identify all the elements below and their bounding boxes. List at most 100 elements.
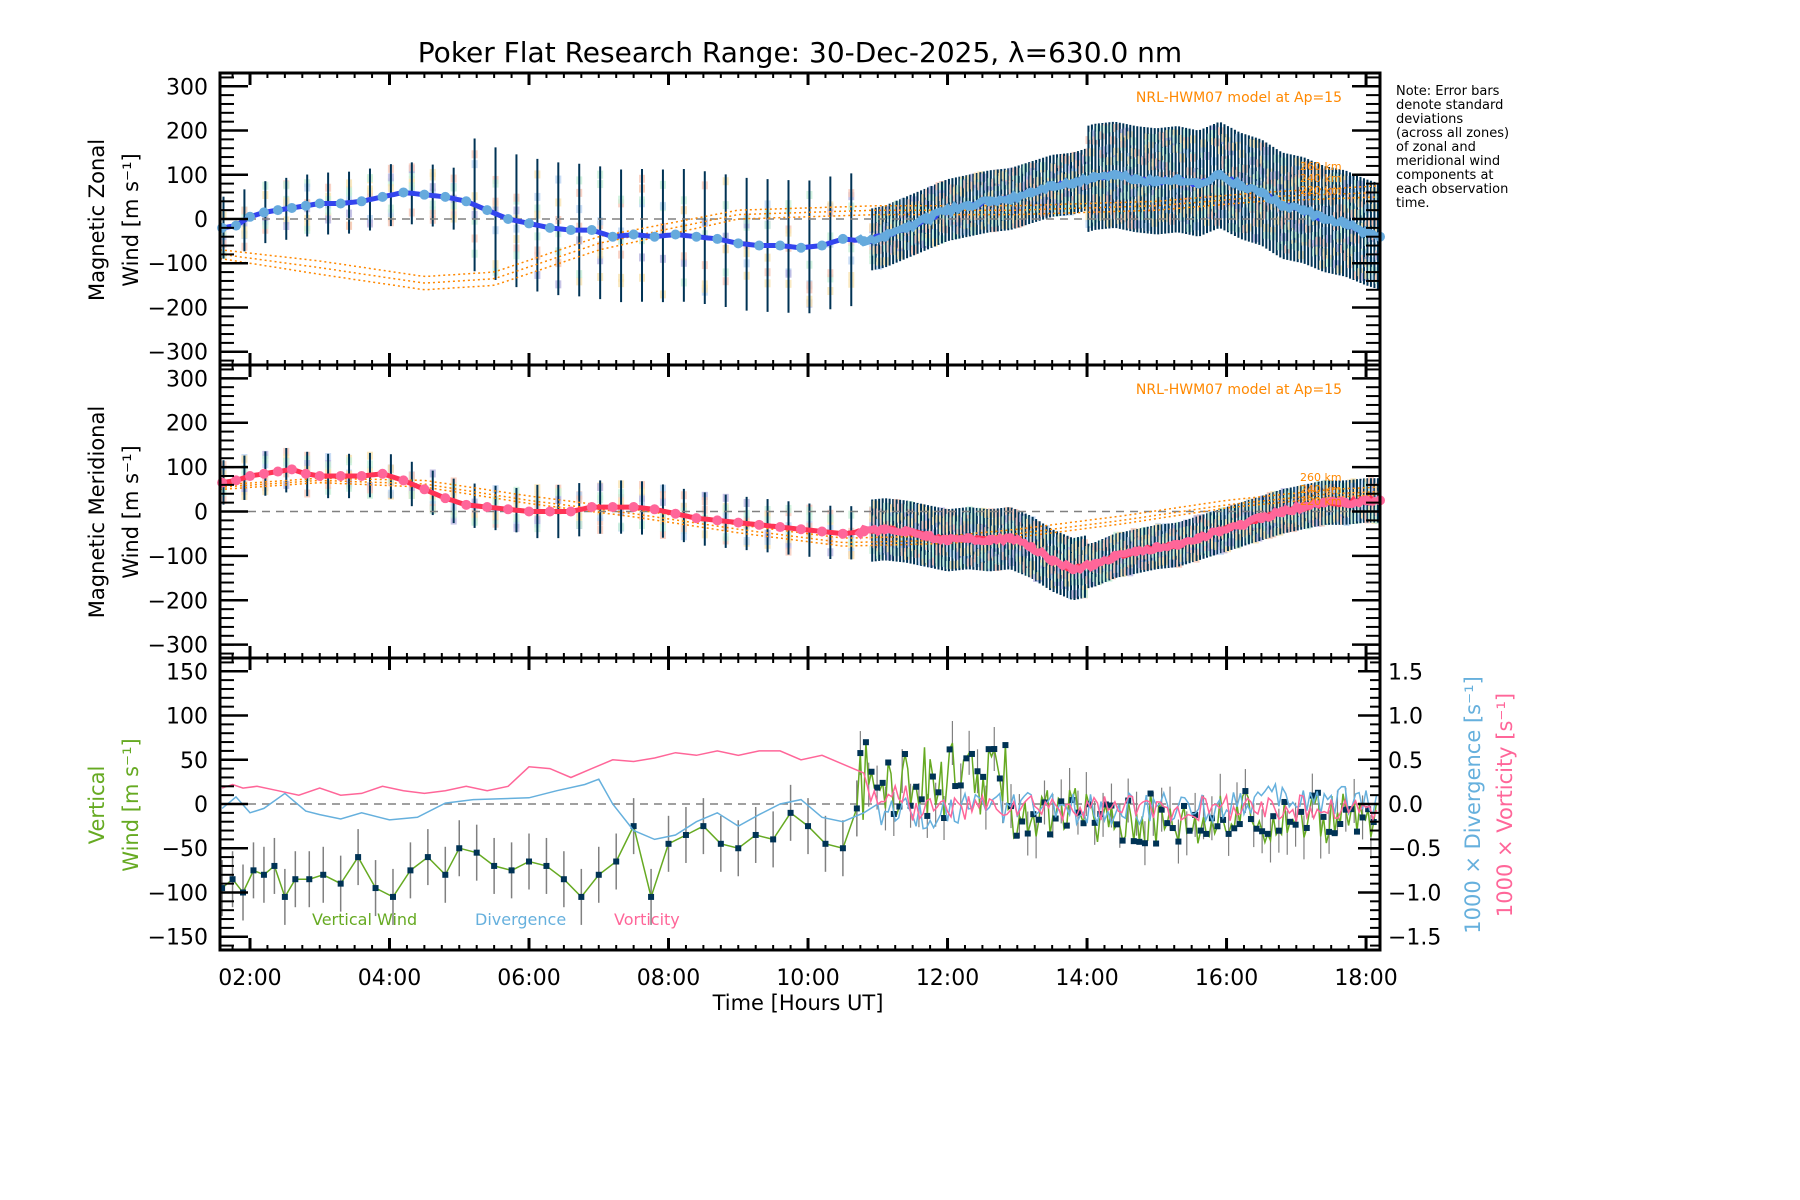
mean-wind-marker	[607, 502, 618, 513]
mean-wind-marker	[837, 528, 848, 539]
y-tick-label: 0	[194, 501, 208, 526]
mean-wind-marker	[691, 513, 702, 524]
vertical-wind-marker	[1164, 820, 1171, 827]
vertical-wind-marker	[853, 805, 860, 812]
vertical-wind-marker	[250, 867, 257, 874]
vertical-wind-marker	[389, 893, 396, 900]
divergence-y2label: 1000 × Divergence [s⁻¹]	[1461, 676, 1485, 934]
vertical-wind-marker	[1365, 806, 1372, 813]
vertical-wind-marker	[1220, 816, 1227, 823]
mean-wind-marker	[231, 475, 242, 486]
y-tick-label: 0	[194, 793, 208, 818]
vertical-wind-marker	[1281, 798, 1288, 805]
mean-wind-marker	[691, 231, 702, 242]
vertical-wind-marker	[839, 845, 846, 852]
mean-wind-marker	[754, 519, 765, 530]
y-tick-label: 150	[166, 660, 208, 685]
vertical-wind-marker	[1236, 821, 1243, 828]
vertical-wind-marker	[1169, 825, 1176, 832]
vertical-wind-marker	[985, 746, 992, 753]
vertical-wind-marker	[1259, 828, 1266, 835]
side-note-line: meridional wind	[1396, 154, 1500, 169]
vertical-wind-line-dense	[856, 742, 1378, 845]
mean-wind-marker	[544, 506, 555, 517]
vertical-wind-marker	[1326, 828, 1333, 835]
mean-wind-marker	[300, 200, 311, 211]
mean-wind-marker	[628, 502, 639, 513]
mean-wind-marker	[356, 470, 367, 481]
model-line-1	[219, 479, 1378, 544]
vertical-wind-marker	[271, 862, 278, 869]
vertical-wind-marker	[879, 779, 886, 786]
vertical-wind-marker	[946, 746, 953, 753]
zonal-ylabel-line1: Magnetic Zonal	[85, 139, 109, 301]
y-tick-label: 0	[194, 208, 208, 233]
meridional-alt-label-260: 260 km	[1300, 471, 1342, 484]
vertical-wind-marker	[1287, 818, 1294, 825]
vertical-wind-marker	[822, 840, 829, 847]
legend-vertical-wind: Vertical Wind	[312, 910, 417, 929]
zonal-alt-label-220: 220 km	[1300, 184, 1342, 197]
mean-wind-marker	[419, 484, 430, 495]
vertical-wind-marker	[1337, 821, 1344, 828]
vertical-wind-marker	[787, 809, 794, 816]
vertical-ylabel-line2: Wind [m s⁻¹]	[119, 738, 143, 871]
vertical-wind-marker	[456, 845, 463, 852]
vertical-wind-marker	[717, 840, 724, 847]
vertical-wind-marker	[1080, 820, 1087, 827]
y-tick-label: −100	[148, 545, 208, 570]
model-line-2	[219, 196, 1378, 291]
vertical-wind-marker	[901, 751, 908, 758]
meridional-ylabel-line1: Magnetic Meridional	[85, 406, 109, 618]
mean-wind-marker	[712, 233, 723, 244]
vertical-wind-marker	[1342, 806, 1349, 813]
y-tick-label: −100	[148, 252, 208, 277]
vertical-wind-marker	[1047, 831, 1054, 838]
mean-wind-marker	[586, 502, 597, 513]
vertical-wind-marker	[1264, 830, 1271, 837]
mean-wind-marker	[272, 466, 283, 477]
side-note-line: Note: Error bars	[1396, 84, 1500, 99]
vorticity-y2label: 1000 × Vorticity [s⁻¹]	[1493, 693, 1517, 917]
y2-tick-label: −1.5	[1388, 926, 1441, 951]
vertical-wind-marker	[1225, 830, 1232, 837]
side-note-line: denote standard	[1396, 98, 1503, 113]
vertical-wind-marker	[770, 836, 777, 843]
zonal-model-label: NRL-HWM07 model at Ap=15	[1136, 90, 1342, 106]
vertical-wind-marker	[424, 854, 431, 861]
vertical-wind-marker	[935, 789, 942, 796]
divergence-line	[221, 778, 1378, 841]
vertical-wind-marker	[1292, 821, 1299, 828]
vertical-wind-marker	[700, 823, 707, 830]
mean-wind-marker	[754, 240, 765, 251]
vertical-ylabel-line1: Vertical	[85, 766, 109, 845]
y-tick-label: 200	[166, 412, 208, 437]
vertical-wind-marker	[913, 783, 920, 790]
mean-wind-marker	[628, 229, 639, 240]
mean-wind-marker	[461, 499, 472, 510]
vertical-wind-marker	[1253, 825, 1260, 832]
vertical-wind-marker	[1114, 821, 1121, 828]
vertical-wind-marker	[292, 876, 299, 883]
vertical-wind-marker	[1203, 830, 1210, 837]
mean-wind-marker	[775, 522, 786, 533]
mean-wind-marker	[837, 233, 848, 244]
vertical-wind-marker	[924, 812, 931, 819]
mean-wind-marker	[335, 470, 346, 481]
x-tick-label: 14:00	[1055, 966, 1118, 991]
mean-wind-marker	[524, 218, 535, 229]
vertical-wind-marker	[1270, 813, 1277, 820]
y2-tick-label: 0.0	[1388, 793, 1423, 818]
vertical-wind-marker	[996, 775, 1003, 782]
vertical-wind-marker	[407, 867, 414, 874]
x-tick-label: 02:00	[218, 966, 281, 991]
mean-wind-marker	[649, 504, 660, 515]
side-note-line: (across all zones)	[1396, 126, 1509, 141]
vertical-wind-marker	[941, 815, 948, 822]
vertical-wind-marker	[1130, 838, 1137, 845]
vertical-wind-marker	[1309, 792, 1316, 799]
y-tick-label: 100	[166, 164, 208, 189]
mean-wind-marker	[377, 468, 388, 479]
mean-wind-marker	[670, 229, 681, 240]
